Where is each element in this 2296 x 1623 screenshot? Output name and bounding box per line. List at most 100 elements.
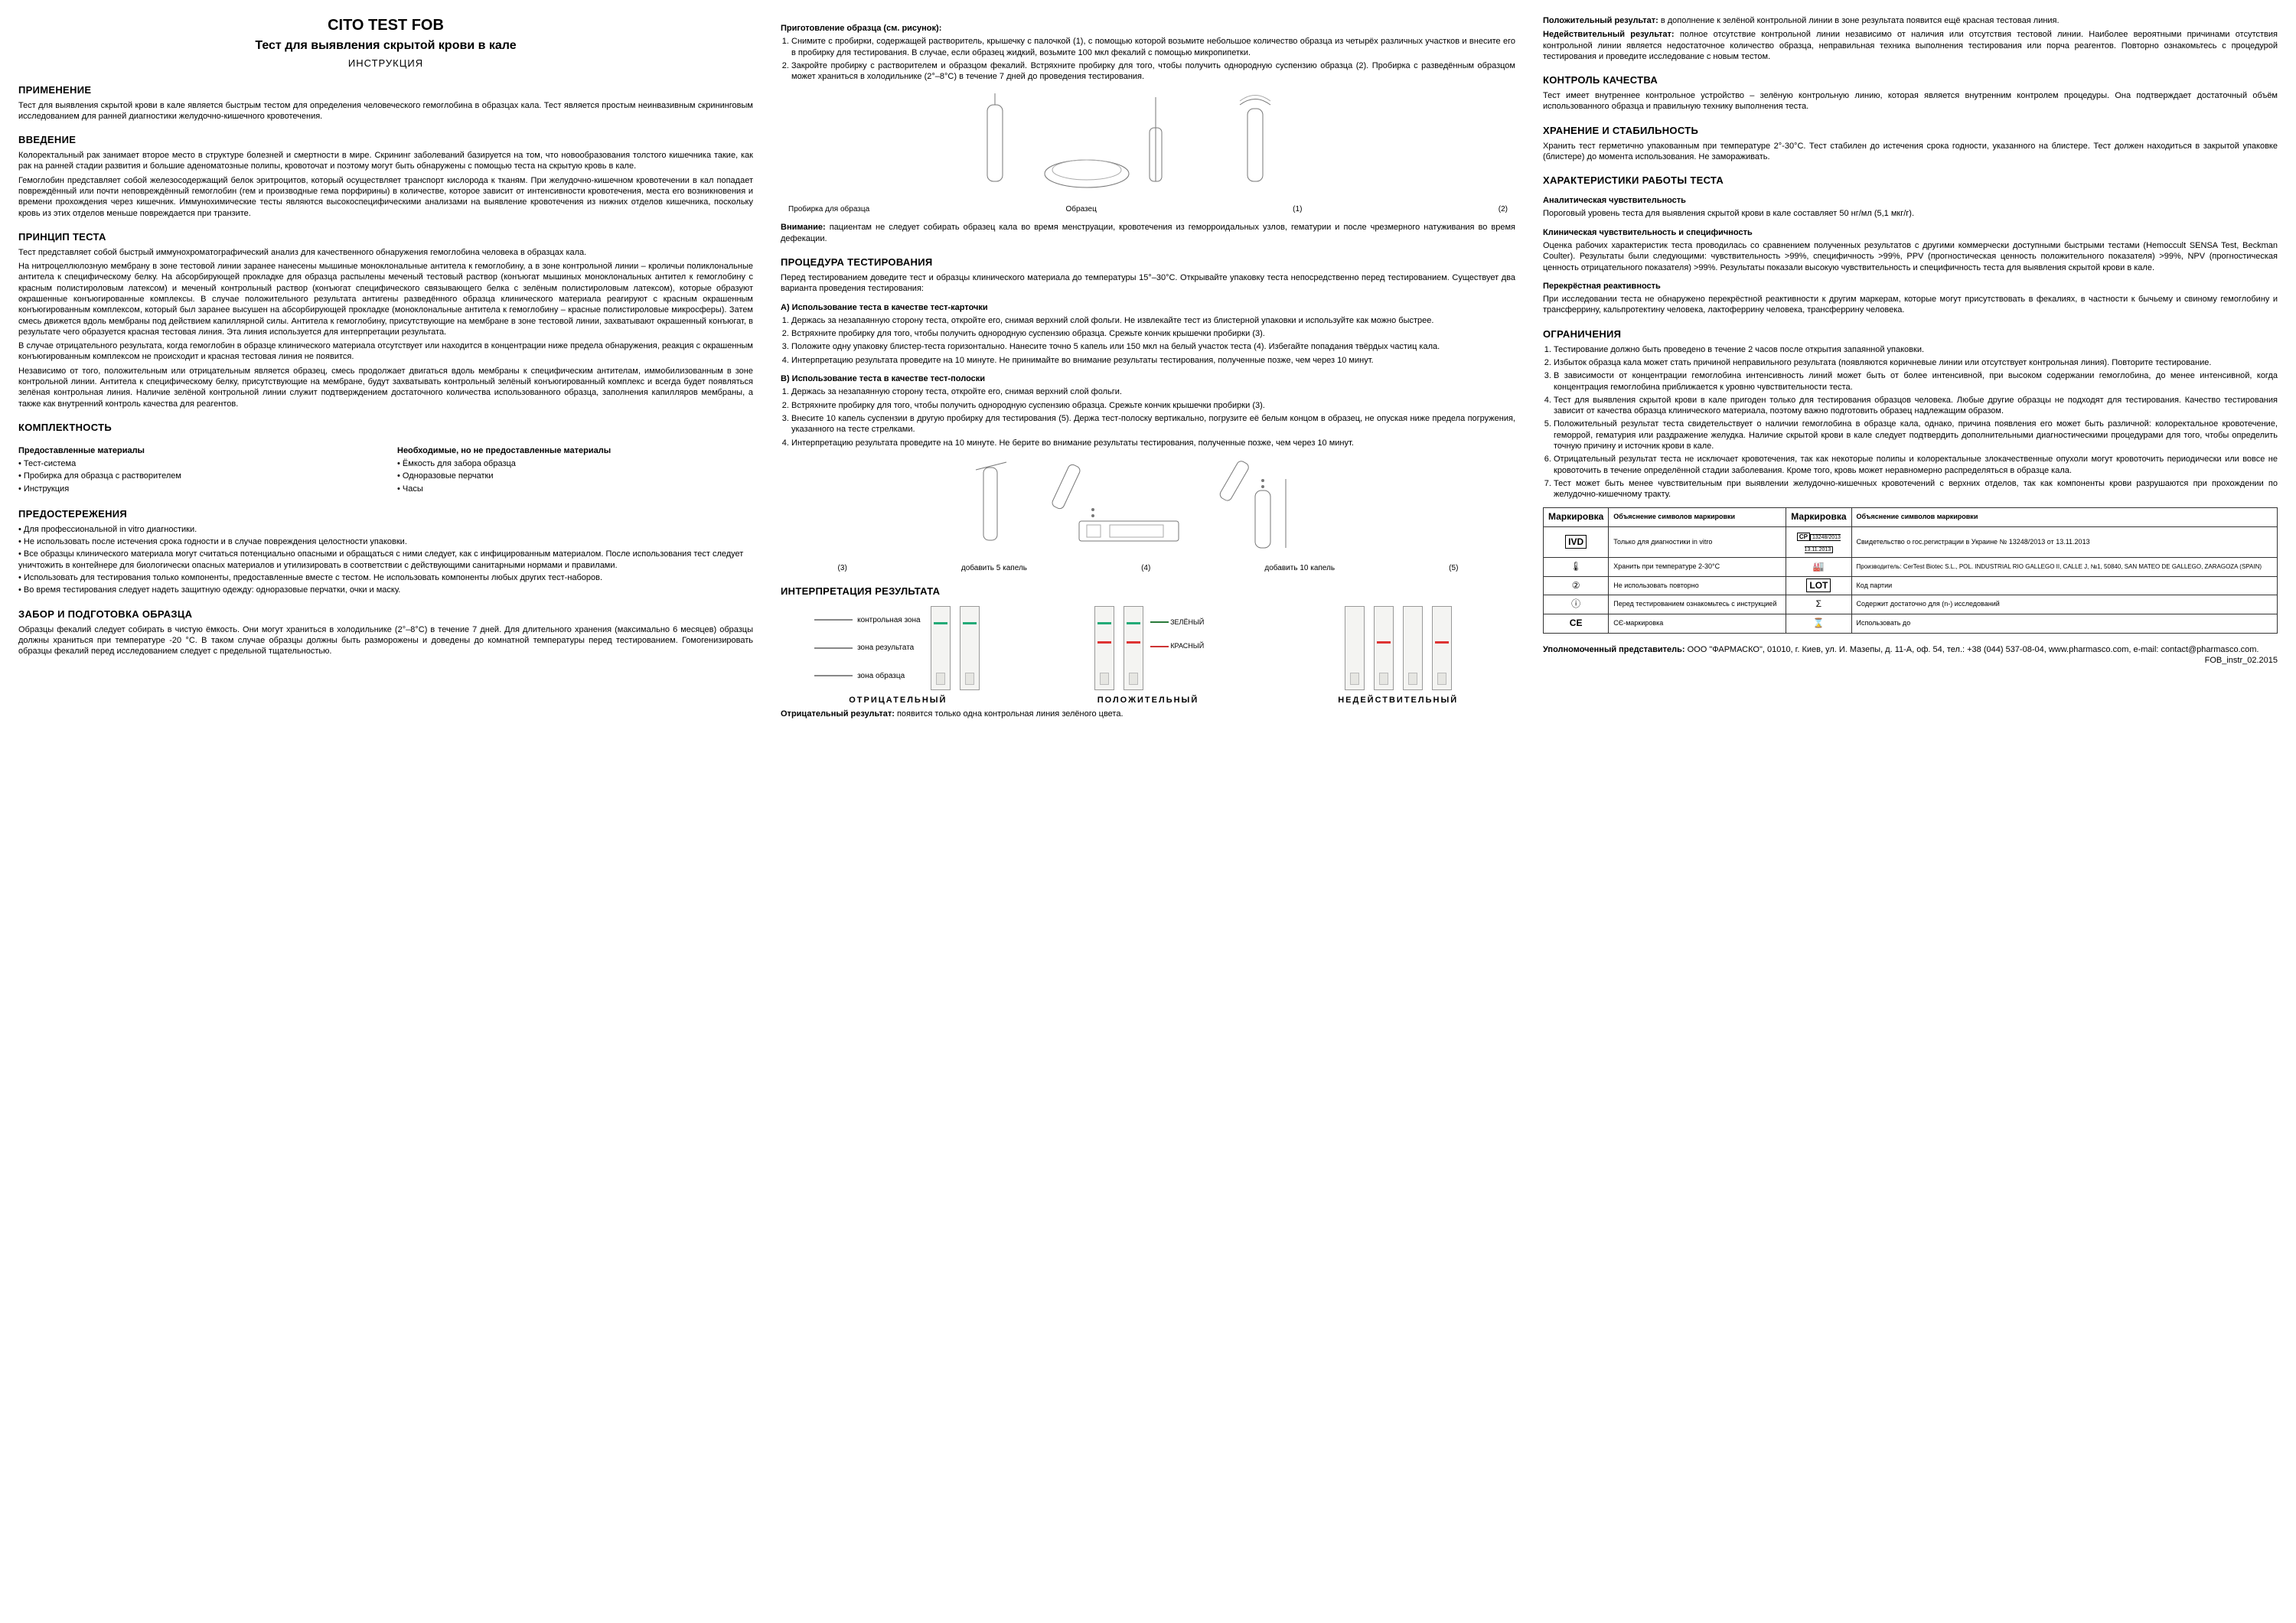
result-inv-label: НЕДЕЙСТВИТЕЛЬНЫЙ (1280, 695, 1515, 706)
section-interpretation: ИНТЕРПРЕТАЦИЯ РЕЗУЛЬТАТА (781, 585, 1515, 598)
zone-result-label: зона результата (857, 643, 914, 653)
list-item: Закройте пробирку с растворителем и обра… (791, 60, 1515, 83)
section-kit: КОМПЛЕКТНОСТЬ (18, 422, 753, 435)
instruction-label: ИНСТРУКЦИЯ (18, 57, 753, 70)
strip-neg-1 (931, 606, 951, 690)
sigma-icon: Σ (1786, 595, 1851, 614)
ce-icon: CE (1544, 614, 1609, 634)
list-item: Во время тестирования следует надеть защ… (18, 585, 753, 595)
section-collection: ЗАБОР И ПОДГОТОВКА ОБРАЗЦА (18, 608, 753, 621)
result-strips: контрольная зона зона результата зона об… (781, 606, 1515, 706)
th-mark-1: Маркировка (1544, 508, 1609, 527)
char-a-h: Аналитическая чувствительность (1543, 195, 2278, 206)
list-item: Для профессиональной in vitro диагностик… (18, 524, 753, 535)
figure-sample-prep: Пробирка для образца Образец (1) (2) (781, 90, 1515, 214)
procB-steps: Держась за незапаянную сторону теста, от… (781, 386, 1515, 448)
procA-heading: А) Использование теста в качестве тест-к… (781, 302, 1515, 313)
list-item: В зависимости от концентрации гемоглобин… (1554, 370, 2278, 393)
principle-p2: На нитроцеллюлозную мембрану в зоне тест… (18, 261, 753, 337)
fig2-n4: (4) (1141, 563, 1150, 573)
list-item: Тест может быть менее чувствительным при… (1554, 478, 2278, 500)
pos-label: Положительный результат: (1543, 16, 1658, 25)
th-expl-2: Объяснение символов маркировки (1851, 508, 2277, 527)
list-item: Тест-система (18, 458, 374, 469)
sym-text: Перед тестированием ознакомьтесь с инстр… (1609, 595, 1786, 614)
list-item: Интерпретацию результата проведите на 10… (791, 355, 1515, 366)
list-item: Пробирка для образца с растворителем (18, 471, 374, 481)
use-text: Тест для выявления скрытой крови в кале … (18, 100, 753, 122)
fig-label-sample: Образец (1066, 204, 1097, 214)
fig2-drops10: добавить 10 капель (1264, 563, 1335, 573)
neg-result-text: Отрицательный результат: появится только… (781, 709, 1515, 719)
attention-label: Внимание: (781, 223, 826, 232)
list-item: Все образцы клинического материала могут… (18, 549, 753, 571)
char-b-h: Клиническая чувствительность и специфичн… (1543, 227, 2278, 238)
list-item: Положите одну упаковку блистер-теста гор… (791, 341, 1515, 352)
column-left: CITO TEST FOB Тест для выявления скрытой… (18, 15, 753, 722)
symbol-table: Маркировка Объяснение символов маркировк… (1543, 507, 2278, 633)
intro-p2: Гемоглобин представляет собой железосоде… (18, 175, 753, 219)
fig-label-2: (2) (1499, 204, 1508, 214)
section-characteristics: ХАРАКТЕРИСТИКИ РАБОТЫ ТЕСТА (1543, 174, 2278, 187)
limitations-list: Тестирование должно быть проведено в теч… (1543, 344, 2278, 500)
list-item: Тестирование должно быть проведено в теч… (1554, 344, 2278, 355)
expiry-icon: ⌛ (1786, 614, 1851, 634)
list-item: Не использовать после истечения срока го… (18, 536, 753, 547)
strip-inv-4 (1432, 606, 1452, 690)
warnings-list: Для профессиональной in vitro диагностик… (18, 524, 753, 596)
list-item: Держась за незапаянную сторону теста, от… (791, 315, 1515, 326)
char-c-h: Перекрёстная реактивность (1543, 281, 2278, 292)
column-right: Положительный результат: в дополнение к … (1543, 15, 2278, 722)
fig-label-tube: Пробирка для образца (788, 204, 869, 214)
list-item: Одноразовые перчатки (397, 471, 753, 481)
principle-p4: Независимо от того, положительным или от… (18, 366, 753, 409)
ivd-icon: IVD (1544, 527, 1609, 558)
temp-icon: 🌡 (1544, 558, 1609, 577)
section-principle: ПРИНЦИП ТЕСТА (18, 231, 753, 244)
sym-text: СЄ-маркировка (1609, 614, 1786, 634)
list-item: Тест для выявления скрытой крови в кале … (1554, 395, 2278, 417)
list-item: Ёмкость для забора образца (397, 458, 753, 469)
zone-control-label: контрольная зона (857, 615, 921, 625)
qc-text: Тест имеет внутреннее контрольное устрой… (1543, 90, 2278, 112)
zone-sample-label: зона образца (857, 671, 905, 681)
intro-p1: Колоректальный рак занимает второе место… (18, 150, 753, 172)
pos-result-text: Положительный результат: в дополнение к … (1543, 15, 2278, 26)
section-intro: ВВЕДЕНИЕ (18, 134, 753, 147)
th-expl-1: Объяснение символов маркировки (1609, 508, 1786, 527)
sym-text: Не использовать повторно (1609, 576, 1786, 595)
sym-text: Содержит достаточно для (n-) исследовани… (1851, 595, 2277, 614)
color-red-label: КРАСНЫЙ (1170, 642, 1204, 650)
fig2-n3: (3) (838, 563, 847, 573)
strip-inv-1 (1345, 606, 1365, 690)
list-item: Отрицательный результат теста не исключа… (1554, 454, 2278, 476)
neg-body: появится только одна контрольная линия з… (897, 709, 1124, 719)
figure-test-procedure: (3) добавить 5 капель (4) добавить 10 ка… (781, 456, 1515, 573)
attention-text: Внимание: пациентам не следует собирать … (781, 222, 1515, 244)
sym-text: Использовать до (1851, 614, 2277, 634)
lot-icon: LOT (1786, 576, 1851, 595)
prep-steps: Снимите с пробирки, содержащей растворит… (781, 36, 1515, 82)
cert-icon: СР13248/2013 13.11.2013 (1786, 527, 1851, 558)
fig2-drops5: добавить 5 капель (961, 563, 1027, 573)
fig-label-1: (1) (1293, 204, 1302, 214)
strip-inv-2 (1374, 606, 1394, 690)
result-neg-label: ОТРИЦАТЕЛЬНЫЙ (781, 695, 1016, 706)
color-green-label: ЗЕЛЁНЫЙ (1170, 618, 1204, 626)
list-item: Инструкция (18, 484, 374, 494)
strip-pos-2 (1124, 606, 1143, 690)
section-warnings: ПРЕДОСТЕРЕЖЕНИЯ (18, 508, 753, 521)
product-title: CITO TEST FOB (18, 15, 753, 35)
storage-text: Хранить тест герметично упакованным при … (1543, 141, 2278, 163)
section-limitations: ОГРАНИЧЕНИЯ (1543, 328, 2278, 341)
section-procedure: ПРОЦЕДУРА ТЕСТИРОВАНИЯ (781, 256, 1515, 269)
list-item: Встряхните пробирку для того, чтобы полу… (791, 400, 1515, 411)
list-item: Часы (397, 484, 753, 494)
neg-label: Отрицательный результат: (781, 709, 895, 719)
footer: Уполномоченный представитель: ООО "ФАРМА… (1543, 644, 2278, 655)
char-c-p: При исследовании теста не обнаружено пер… (1543, 294, 2278, 316)
list-item: Положительный результат теста свидетельс… (1554, 419, 2278, 451)
prep-heading: Приготовление образца (см. рисунок): (781, 23, 1515, 34)
section-storage: ХРАНЕНИЕ И СТАБИЛЬНОСТЬ (1543, 125, 2278, 138)
inv-result-text: Недействительный результат: полное отсут… (1543, 29, 2278, 62)
